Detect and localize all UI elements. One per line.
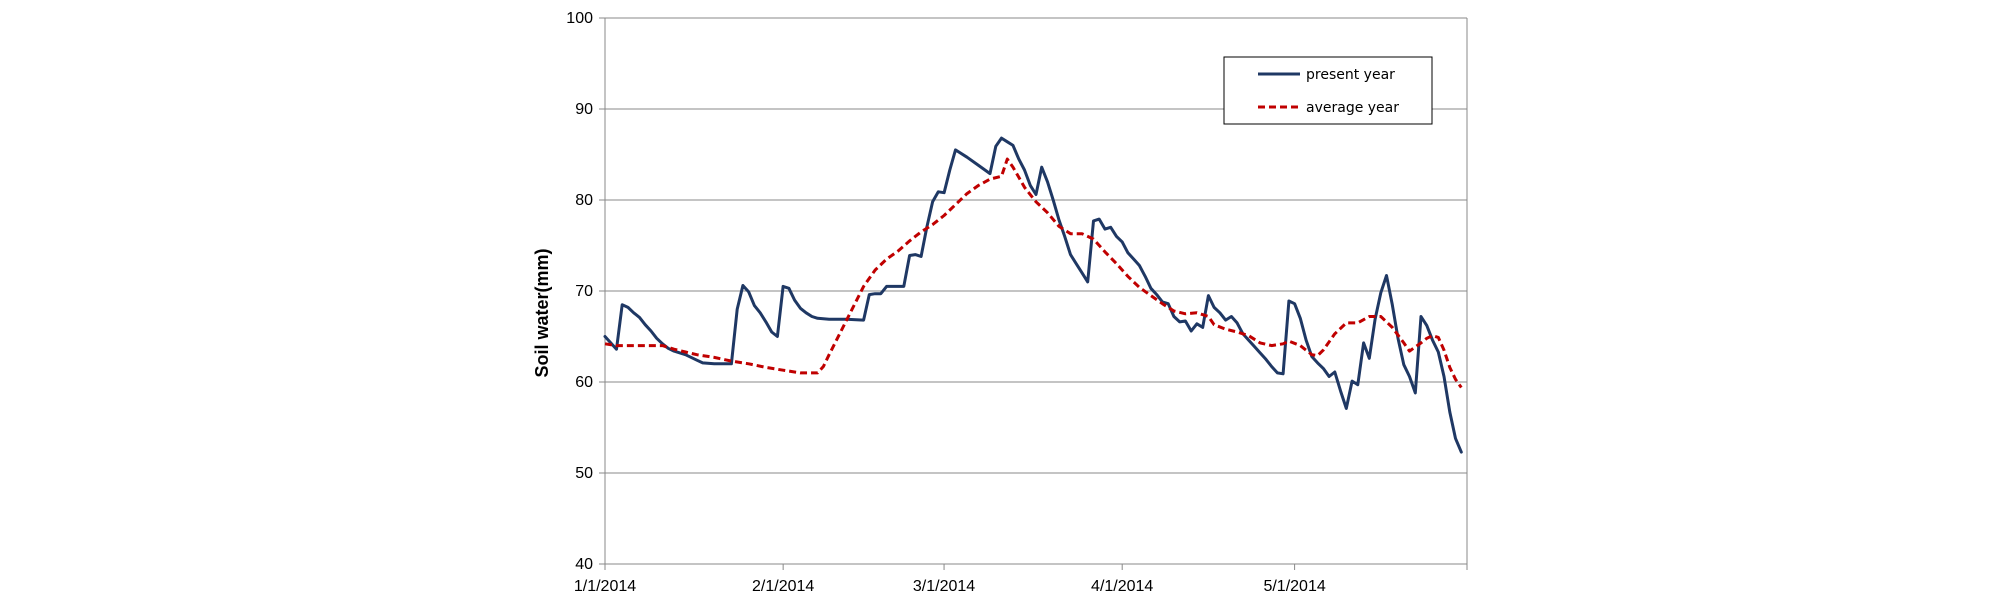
y-tick-label: 40	[575, 556, 593, 573]
x-tick-label: 4/1/2014	[1091, 578, 1153, 595]
x-tick-label: 2/1/2014	[752, 578, 814, 595]
y-tick-label: 90	[575, 101, 593, 118]
y-tick-label: 70	[575, 283, 593, 300]
legend: present year average year	[1223, 56, 1433, 125]
x-tick-label: 1/1/2014	[574, 578, 636, 595]
y-tick-label: 100	[566, 10, 593, 27]
legend-label-average-year: average year	[1306, 100, 1399, 116]
y-axis-title: Soil water(mm)	[532, 248, 552, 377]
x-tick-label: 3/1/2014	[913, 578, 975, 595]
legend-box	[1223, 56, 1433, 125]
axis-layer: 40 50 60 70 80 90 100 1/1/2014 2/1/2014 3/1/2014 4…	[566, 10, 1468, 595]
series-layer	[603, 136, 1463, 454]
y-tick-label: 50	[575, 465, 593, 482]
y-tick-label: 60	[575, 374, 593, 391]
series-line-average-year	[604, 157, 1463, 389]
series-line-present-year	[603, 136, 1463, 454]
y-tick-label: 80	[575, 192, 593, 209]
legend-label-present-year: present year	[1306, 67, 1395, 83]
x-tick-label: 5/1/2014	[1263, 578, 1325, 595]
